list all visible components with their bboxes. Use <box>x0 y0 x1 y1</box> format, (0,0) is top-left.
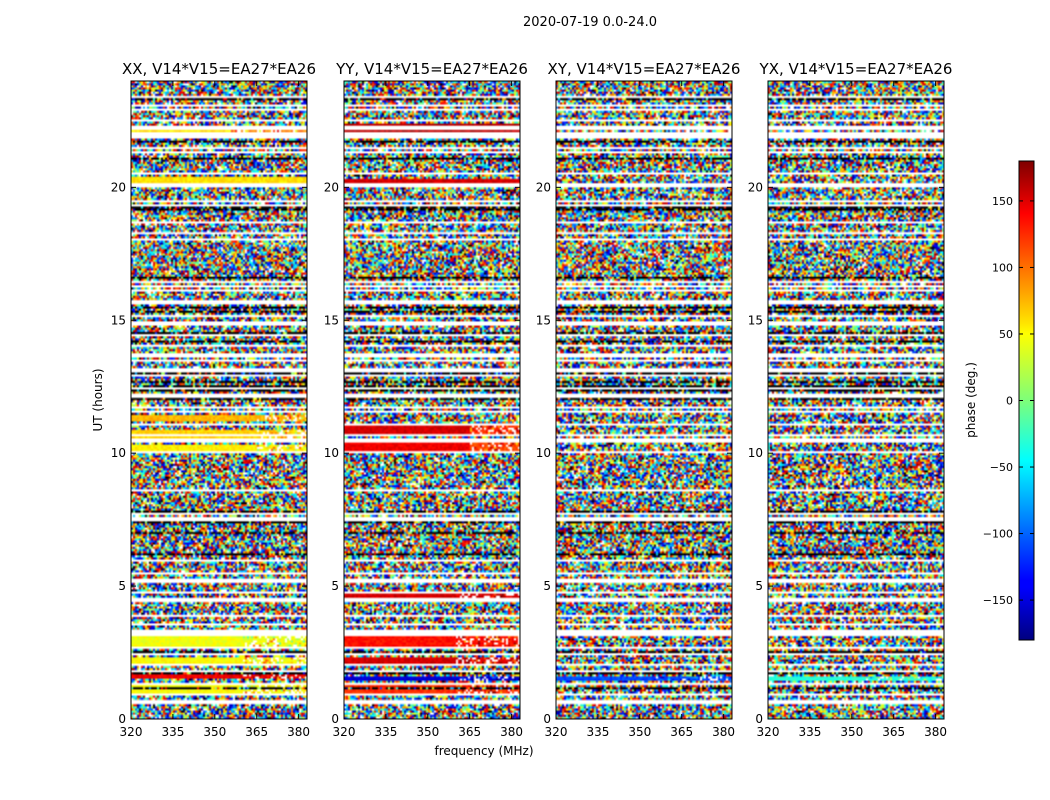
x-tick-label: 320 <box>545 725 568 739</box>
heatmap-cells <box>131 81 307 719</box>
y-tick-label: 20 <box>748 180 763 194</box>
colorbar-tick-label: 100 <box>992 261 1013 274</box>
y-tick-label: 0 <box>331 712 339 726</box>
x-tick-label: 320 <box>333 725 356 739</box>
x-tick-label: 380 <box>287 725 310 739</box>
y-tick-label: 5 <box>543 579 551 593</box>
x-tick-label: 350 <box>840 725 863 739</box>
panel-1: XX, V14*V15=EA27*EA26 320 335 350 365 380 0 5 10… <box>111 60 316 739</box>
x-tick-label: 320 <box>757 725 780 739</box>
colorbar-tick-label: −50 <box>990 461 1013 474</box>
y-tick-label: 20 <box>111 180 126 194</box>
y-tick-label: 15 <box>536 313 551 327</box>
x-tick-label: 365 <box>882 725 905 739</box>
x-tick-label: 350 <box>628 725 651 739</box>
x-tick-label: 380 <box>712 725 735 739</box>
panel-frame <box>130 80 308 720</box>
y-tick-label: 10 <box>324 446 339 460</box>
colorbar-tick-label: 0 <box>1006 395 1013 408</box>
panel-frame <box>555 80 733 720</box>
x-tick-label: 335 <box>374 725 397 739</box>
colorbar-label: phase (deg.) <box>964 362 978 438</box>
y-tick-label: 15 <box>111 313 126 327</box>
heatmap-cells <box>768 81 944 719</box>
y-tick-label: 0 <box>118 712 126 726</box>
colorbar-tick-label: 50 <box>999 328 1013 341</box>
y-tick-label: 10 <box>111 446 126 460</box>
heatmap-cells <box>344 81 520 719</box>
x-tick-label: 380 <box>924 725 947 739</box>
panel-4: YX, V14*V15=EA27*EA26 320 335 350 365 380 0 5 10… <box>748 60 953 739</box>
panel-frame <box>343 80 521 720</box>
heatmap-cells <box>556 81 732 719</box>
y-tick-label: 5 <box>118 579 126 593</box>
panel-title: XX, V14*V15=EA27*EA26 <box>122 60 316 78</box>
x-tick-label: 365 <box>670 725 693 739</box>
panel-title: YY, V14*V15=EA27*EA26 <box>335 60 528 78</box>
panel-2: YY, V14*V15=EA27*EA26 320 335 350 365 380 0 5 10… <box>324 60 528 739</box>
x-tick-label: 335 <box>161 725 184 739</box>
x-tick-label: 335 <box>586 725 609 739</box>
y-tick-label: 15 <box>324 313 339 327</box>
panel-title: XY, V14*V15=EA27*EA26 <box>548 60 741 78</box>
colorbar: −150 −100 −50 0 50 100 150 <box>983 160 1035 641</box>
y-axis-label: UT (hours) <box>91 368 105 431</box>
colorbar-tick-label: −150 <box>983 594 1013 607</box>
x-tick-label: 380 <box>500 725 523 739</box>
colorbar-tick-label: −100 <box>983 528 1013 541</box>
y-tick-label: 10 <box>748 446 763 460</box>
y-tick-label: 5 <box>331 579 339 593</box>
x-tick-label: 335 <box>798 725 821 739</box>
x-tick-label: 320 <box>120 725 143 739</box>
y-tick-label: 20 <box>536 180 551 194</box>
x-axis-label: frequency (MHz) <box>434 744 533 758</box>
y-tick-label: 0 <box>543 712 551 726</box>
panels-group: XX, V14*V15=EA27*EA26 320 335 350 365 380 0 5 10… <box>111 60 953 739</box>
y-tick-label: 5 <box>755 579 763 593</box>
colorbar-tick-label: 150 <box>992 195 1013 208</box>
y-tick-label: 20 <box>324 180 339 194</box>
figure-suptitle: 2020-07-19 0.0-24.0 <box>523 15 657 30</box>
y-tick-label: 10 <box>536 446 551 460</box>
panel-title: YX, V14*V15=EA27*EA26 <box>759 60 953 78</box>
y-tick-label: 15 <box>748 313 763 327</box>
panel-frame <box>767 80 945 720</box>
x-tick-label: 350 <box>416 725 439 739</box>
panel-3: XY, V14*V15=EA27*EA26 320 335 350 365 380 0 5 10… <box>536 60 741 739</box>
x-tick-label: 350 <box>203 725 226 739</box>
x-tick-label: 365 <box>458 725 481 739</box>
x-tick-label: 365 <box>245 725 268 739</box>
y-tick-label: 0 <box>755 712 763 726</box>
